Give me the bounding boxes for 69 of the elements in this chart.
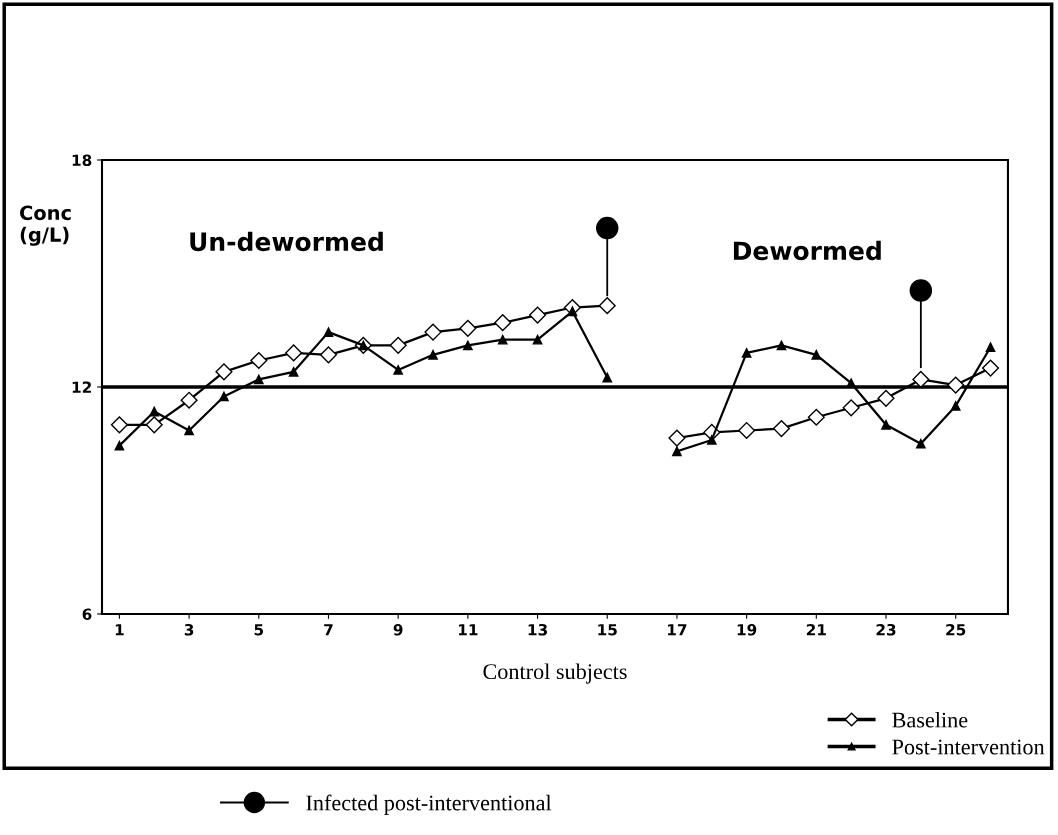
point [598, 297, 616, 315]
point [668, 429, 686, 447]
annotation: Un-dewormed [190, 231, 383, 252]
x-tick-label: 23 [876, 623, 896, 636]
point [877, 389, 895, 407]
point [253, 374, 264, 385]
point [459, 319, 477, 337]
point [463, 340, 473, 351]
point [807, 408, 825, 426]
point [950, 401, 961, 411]
point [219, 391, 229, 402]
point [145, 416, 163, 434]
point [528, 306, 547, 324]
point [947, 376, 965, 394]
point [985, 342, 996, 353]
point [912, 370, 930, 388]
point [389, 336, 407, 354]
point [323, 327, 334, 337]
point [706, 435, 717, 445]
point [110, 416, 128, 434]
point [428, 349, 438, 360]
x-tick-label: 13 [528, 623, 547, 636]
point [915, 438, 926, 449]
point [494, 314, 512, 332]
y-tick-label: 18 [72, 154, 92, 167]
point [909, 279, 933, 302]
x-tick-label: 11 [458, 624, 478, 636]
point [149, 406, 160, 417]
y-tick-label: 6 [82, 608, 92, 620]
point [424, 323, 442, 341]
y-axis-title: Conc (g/L) [20, 205, 71, 246]
point [288, 366, 299, 377]
x-tick-label: 19 [737, 623, 757, 636]
point [741, 348, 752, 358]
y-tick-label: 12 [72, 381, 91, 393]
point [811, 349, 822, 360]
point [842, 399, 860, 417]
x-axis-title: Control subjects [483, 663, 627, 684]
point [497, 334, 508, 345]
point [114, 440, 125, 451]
point [776, 340, 787, 351]
point [596, 216, 619, 240]
point [215, 363, 233, 381]
point [881, 419, 891, 430]
x-tick-label: 17 [668, 624, 687, 636]
legend-label: Baseline [892, 711, 968, 728]
legend-label: Infected post-interventional [306, 794, 552, 815]
point [532, 334, 543, 345]
legend-label: Post-intervention [892, 739, 1045, 755]
point [180, 391, 198, 409]
x-tick-label: 7 [324, 624, 333, 636]
x-tick-label: 5 [254, 624, 264, 636]
point [738, 421, 756, 440]
x-tick-label: 3 [184, 623, 194, 636]
point [772, 420, 791, 438]
x-tick-label: 1 [115, 624, 124, 636]
point [981, 359, 1000, 377]
x-tick-label: 25 [946, 623, 966, 636]
annotation: Dewormed [733, 240, 881, 261]
x-tick-label: 15 [598, 624, 617, 636]
point [250, 351, 268, 370]
point [319, 346, 338, 364]
point [393, 365, 404, 375]
point [602, 372, 613, 383]
point [672, 446, 682, 457]
point [184, 425, 194, 436]
point [285, 344, 303, 362]
x-tick-label: 21 [806, 623, 826, 636]
x-tick-label: 9 [393, 623, 403, 636]
